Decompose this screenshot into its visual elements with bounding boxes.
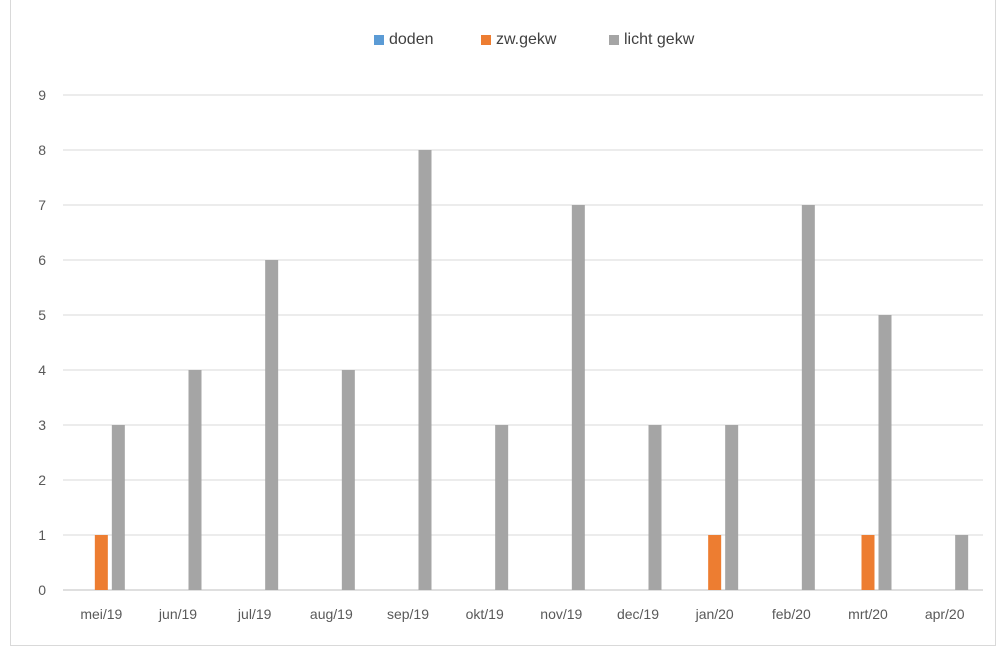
legend-item-doden: doden — [374, 31, 434, 49]
y-tick-label: 3 — [38, 417, 46, 433]
x-tick-label: jan/20 — [695, 606, 734, 622]
x-tick-label: dec/19 — [617, 606, 659, 622]
x-tick-label: mrt/20 — [848, 606, 888, 622]
y-tick-label: 0 — [38, 582, 46, 598]
bar-licht-gekw — [571, 205, 585, 590]
legend-item-zw-gekw: zw.gekw — [481, 31, 556, 49]
legend-label-zw-gekw: zw.gekw — [496, 31, 557, 48]
x-tick-label: sep/19 — [387, 606, 429, 622]
y-tick-label: 8 — [38, 142, 46, 158]
y-tick-label: 6 — [38, 252, 46, 268]
legend-label-doden: doden — [389, 31, 434, 48]
bar-licht-gekw — [418, 150, 432, 590]
legend-swatch-zw-gekw — [481, 35, 491, 45]
bar-licht-gekw — [495, 425, 509, 590]
y-tick-label: 5 — [38, 307, 46, 323]
x-tick-label: jun/19 — [158, 606, 197, 622]
x-tick-label: okt/19 — [466, 606, 504, 622]
legend-swatch-licht-gekw — [609, 35, 619, 45]
bar-licht-gekw — [725, 425, 739, 590]
bar-licht-gekw — [341, 370, 355, 590]
bar-licht-gekw — [801, 205, 815, 590]
y-tick-label: 4 — [38, 362, 46, 378]
bar-licht-gekw — [111, 425, 125, 590]
bar-zw-gekw — [861, 535, 875, 590]
bar-licht-gekw — [878, 315, 892, 590]
x-tick-label: apr/20 — [925, 606, 965, 622]
bar-licht-gekw — [265, 260, 279, 590]
x-tick-label: mei/19 — [80, 606, 122, 622]
x-tick-label: aug/19 — [310, 606, 353, 622]
bar-licht-gekw — [188, 370, 202, 590]
y-tick-label: 1 — [38, 527, 46, 543]
bar-zw-gekw — [94, 535, 108, 590]
bar-licht-gekw — [648, 425, 662, 590]
legend: doden zw.gekw licht gekw — [0, 31, 998, 55]
legend-swatch-doden — [374, 35, 384, 45]
bar-licht-gekw — [955, 535, 969, 590]
x-tick-label: nov/19 — [540, 606, 582, 622]
x-tick-label: feb/20 — [772, 606, 811, 622]
x-tick-label: jul/19 — [237, 606, 272, 622]
bar-zw-gekw — [708, 535, 722, 590]
y-tick-label: 7 — [38, 197, 46, 213]
legend-label-licht-gekw: licht gekw — [624, 31, 695, 48]
y-tick-label: 9 — [38, 87, 46, 103]
legend-item-licht-gekw: licht gekw — [609, 31, 694, 49]
y-tick-label: 2 — [38, 472, 46, 488]
